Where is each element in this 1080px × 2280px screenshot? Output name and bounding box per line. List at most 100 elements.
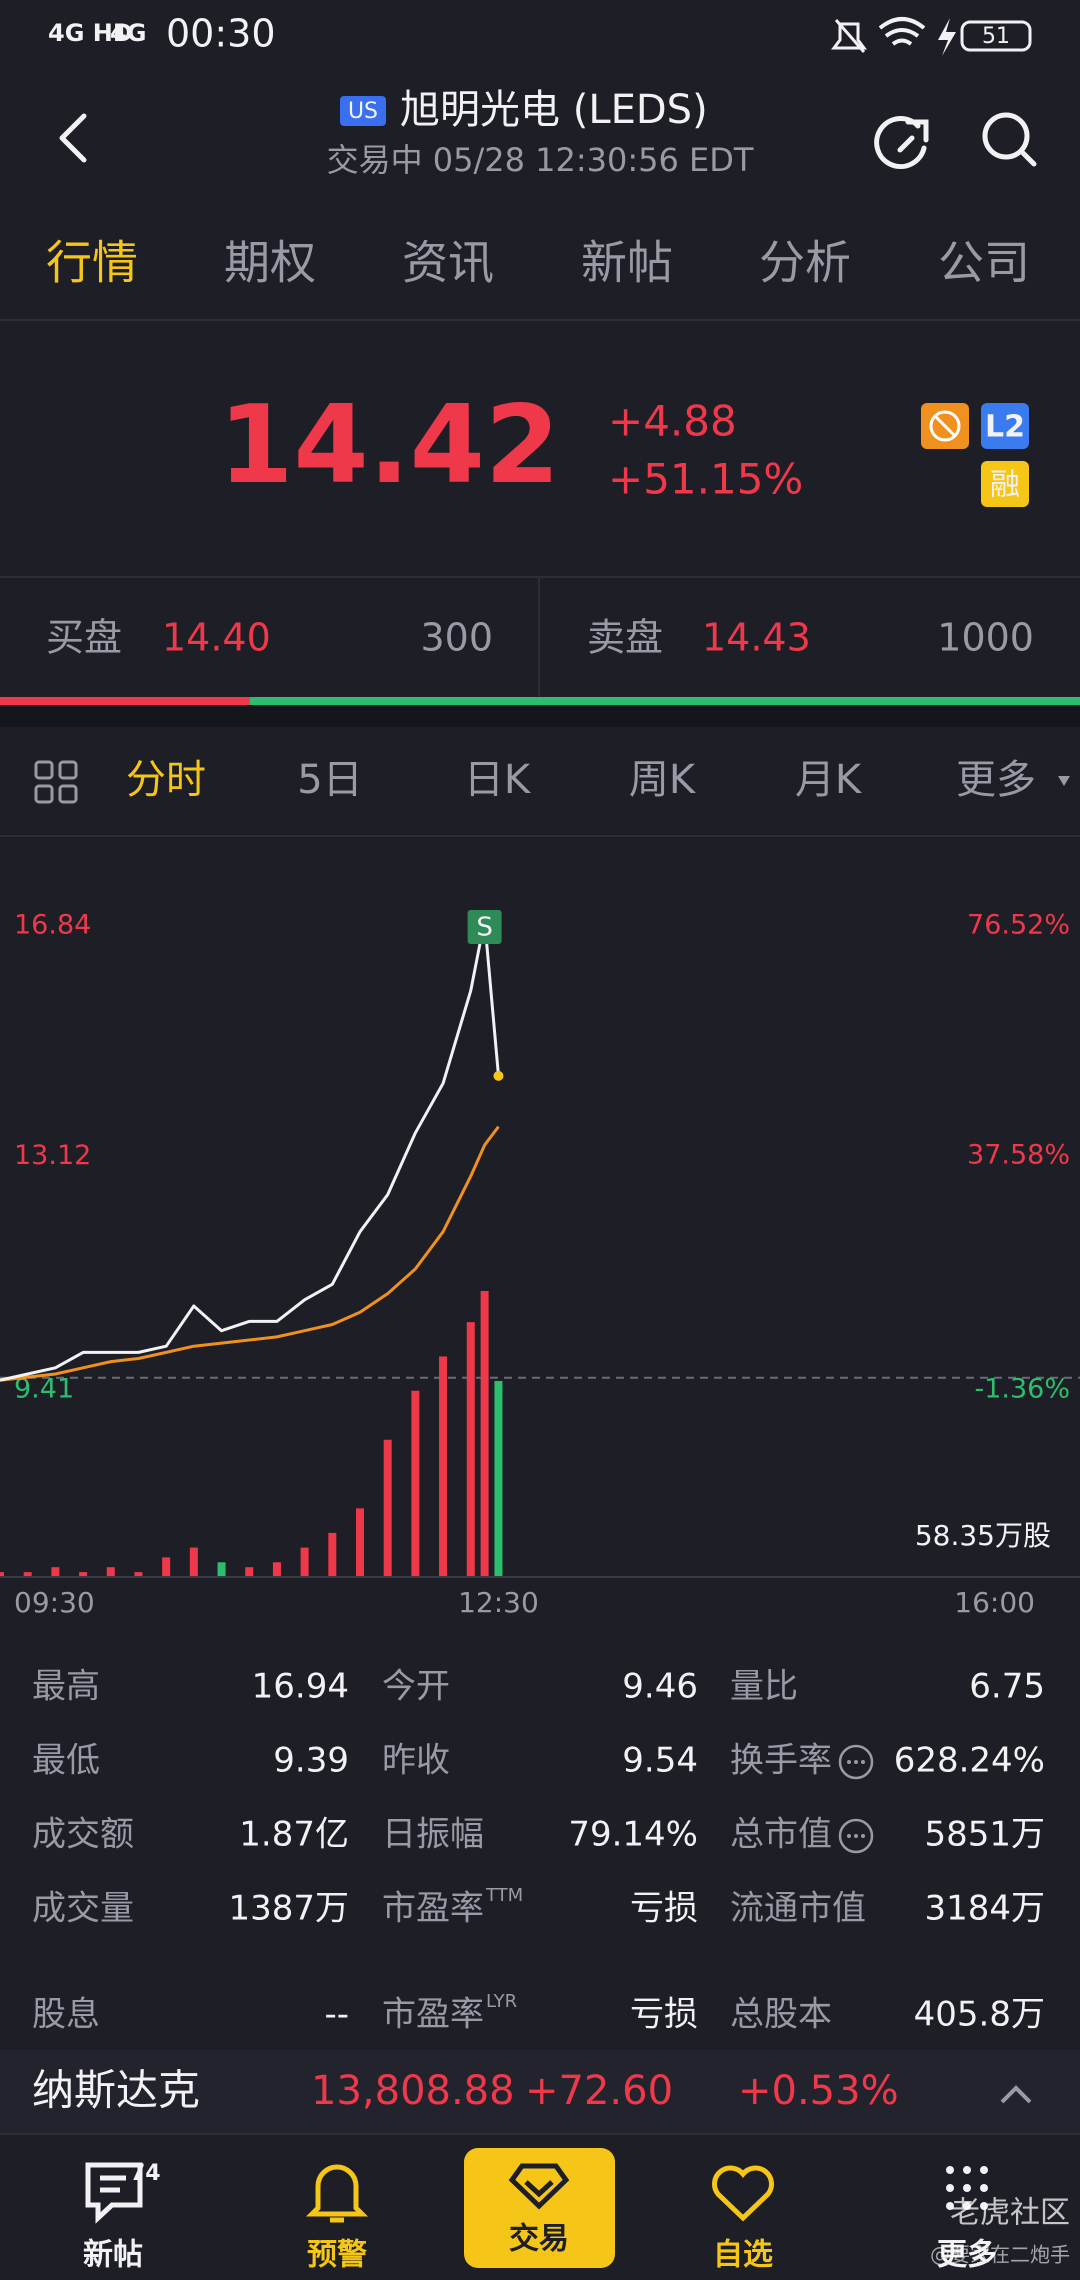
tab[interactable]: 分析 [759,236,851,290]
stat-value: 亏损 [630,1995,698,2035]
stock-title: 旭明光电 (LEDS) [400,87,708,133]
dot [980,2184,988,2192]
dot [980,2166,988,2174]
volume-bar [134,1572,143,1577]
nav-badge: 74 [130,2161,161,2186]
watermark: @要家在二炮手 [930,2243,1070,2267]
tab[interactable]: 公司 [938,236,1030,290]
market-badge-text: US [348,99,378,124]
dot [963,2202,971,2210]
y2-tick-label: 37.58% [967,1139,1070,1170]
volume-bar [23,1572,32,1577]
info-icon[interactable] [838,1744,874,1780]
index-change-pct: +0.53% [738,2068,899,2114]
period-tab[interactable]: 月K [795,757,863,803]
y-tick-label: 16.84 [14,910,91,941]
info-icon[interactable] [838,1818,874,1854]
layout-icon[interactable] [34,760,78,804]
volume-bar [79,1572,88,1577]
stat-label: 市盈率 [382,1995,484,2035]
ask-ratio-bar [249,697,1080,705]
info-dot [847,1760,851,1764]
expand-caret[interactable] [1000,2085,1032,2104]
info-dot [854,1834,858,1838]
stat-label: 流通市值 [730,1889,866,1929]
volume-bar [480,1291,489,1577]
nav-label[interactable]: 新帖 [83,2238,143,2273]
volume-max-label: 58.35万股 [915,1519,1051,1552]
dropdown-caret [1058,776,1070,786]
nav-label[interactable]: 预警 [307,2238,367,2273]
market-badge [340,96,386,126]
nav-label[interactable]: 自选 [713,2238,773,2273]
trade-icon [508,2163,570,2210]
period-tab[interactable]: 更多 [956,757,1036,803]
x-tick-label: 09:30 [14,1586,95,1619]
l2-badge [981,403,1029,449]
bid-price: 14.40 [162,616,271,660]
volume-bar [162,1557,171,1577]
bid-size: 300 [420,616,493,660]
stat-value: 6.75 [969,1667,1045,1707]
margin-badge-text: 融 [990,468,1020,503]
stat-label: 成交额 [32,1815,134,1855]
dot [963,2184,971,2192]
stat-label: 总股本 [730,1995,832,2035]
volume-bar [300,1547,309,1577]
price-change: +4.88 [608,397,737,446]
stat-value: 9.54 [622,1741,698,1781]
nav-label[interactable]: 交易 [509,2222,569,2257]
period-tab[interactable]: 分时 [126,757,206,803]
volume-bar [189,1547,198,1577]
tab[interactable]: 行情 [46,236,138,290]
stat-value: 16.94 [252,1667,349,1707]
period-tab[interactable]: 5日 [297,757,362,803]
stat-label: 换手率 [730,1741,832,1781]
y2-tick-label: -1.36% [974,1373,1070,1404]
stat-label: 昨收 [382,1741,450,1781]
volume-bar [106,1567,115,1577]
ask-label: 卖盘 [587,616,663,660]
search-icon [1018,148,1037,167]
volume-bar [272,1562,281,1577]
nav-label[interactable]: 更多 [937,2238,997,2273]
wifi-icon [878,17,926,46]
refresh-button[interactable] [874,116,927,170]
more-icon [946,2166,988,2210]
charge-icon [938,18,956,56]
watermark: 老虎社区 [950,2196,1070,2231]
stat-value: 628.24% [894,1741,1045,1781]
index-bar [0,2050,1080,2134]
info-dot [847,1834,851,1838]
dot [946,2202,954,2210]
signal-marker-text: S [476,913,493,943]
stat-label: 市盈率 [382,1889,484,1929]
network: 4G [110,19,146,47]
volume-bar [328,1532,337,1577]
clock: 00:30 [166,12,276,56]
battery-icon [960,20,1032,52]
period-tab[interactable]: 周K [629,757,697,803]
refresh-icon [897,119,929,153]
tab[interactable]: 期权 [224,236,316,290]
period-tab[interactable]: 日K [464,757,532,803]
badge-icon [933,414,957,438]
y2-tick-label: 76.52% [967,910,1070,941]
bid-ratio-bar [0,697,250,705]
volume-bar [439,1356,448,1577]
tab[interactable]: 新帖 [581,236,673,290]
volume-bar [245,1567,254,1577]
margin-badge [981,461,1029,507]
x-tick-label: 12:30 [458,1586,539,1619]
volume-bar [411,1390,420,1577]
tab[interactable]: 资讯 [402,236,494,290]
volume-bar [356,1508,364,1577]
avg-price-line [0,1125,500,1382]
volume-bar [217,1562,226,1577]
back-button[interactable] [59,113,87,163]
stat-value: 9.46 [622,1667,698,1707]
dot [963,2166,971,2174]
search-button[interactable] [982,112,1030,160]
